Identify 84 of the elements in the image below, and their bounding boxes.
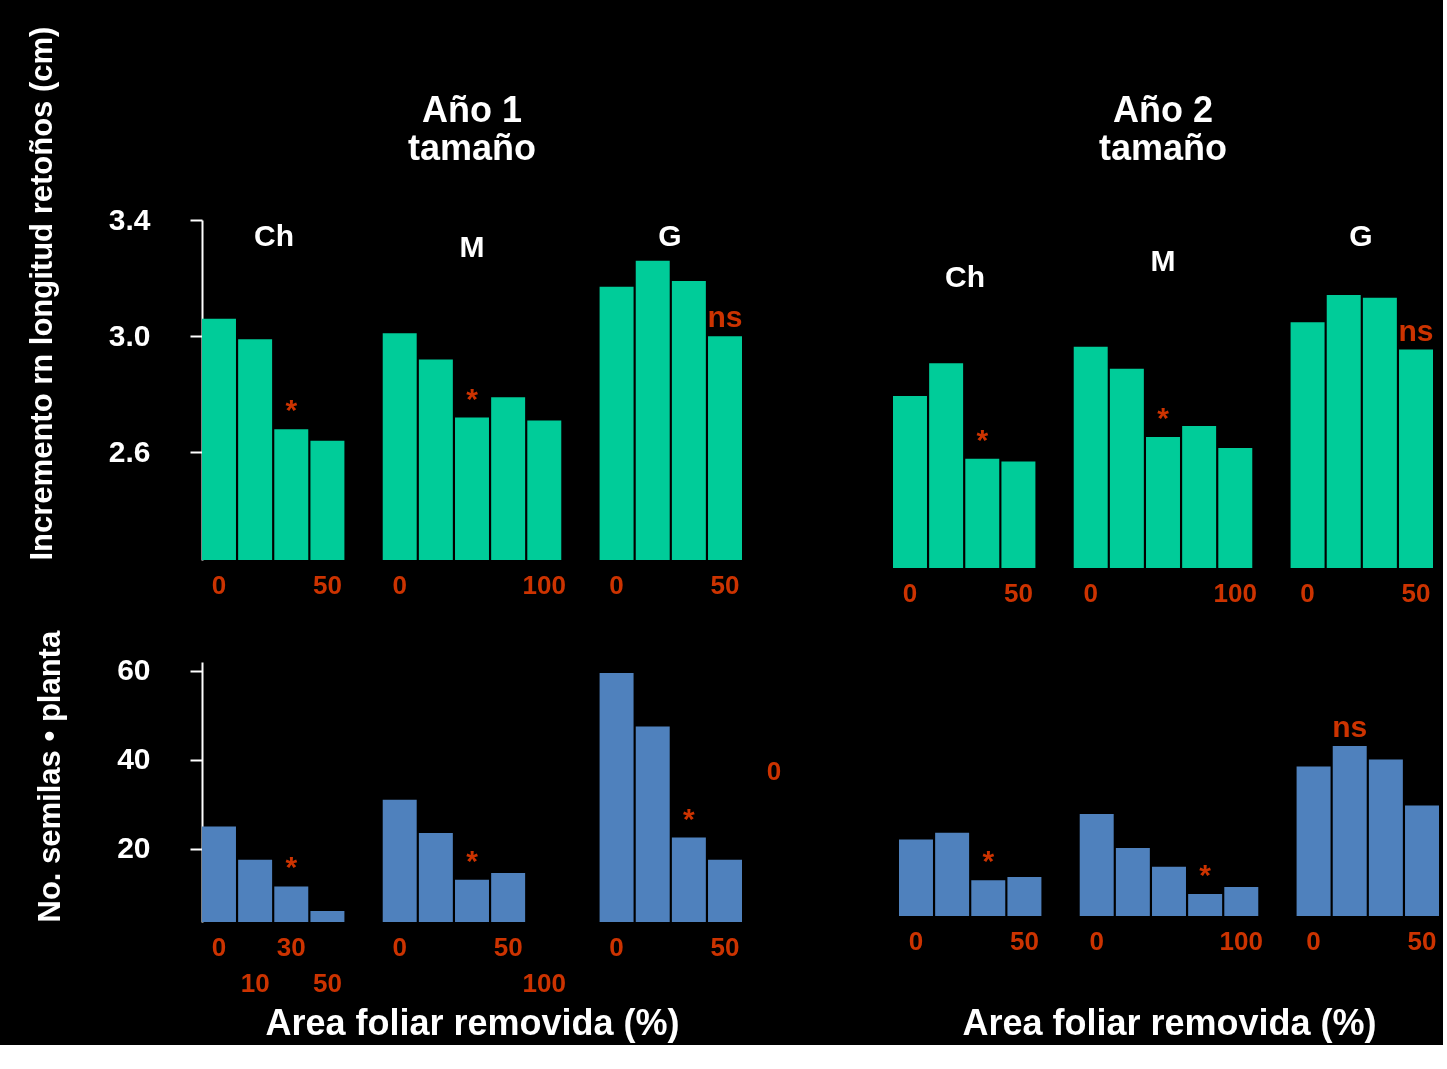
series-label: G bbox=[658, 219, 682, 252]
y-tick-label: 60 bbox=[117, 653, 151, 687]
x-tick-label: 100 bbox=[1213, 577, 1257, 608]
x-tick-label: 0 bbox=[908, 925, 924, 956]
bar bbox=[1079, 814, 1114, 916]
text: Ch bbox=[945, 260, 985, 294]
x-tick-label: 50 bbox=[1009, 925, 1039, 956]
annotation: * bbox=[683, 801, 696, 835]
x-tick-label: 50 bbox=[493, 931, 523, 962]
x-tick-label: 50 bbox=[710, 569, 740, 600]
x-tick-label: 0 bbox=[902, 577, 918, 608]
bar bbox=[893, 396, 927, 568]
series-label: G bbox=[1349, 219, 1373, 252]
annotation: * bbox=[1199, 857, 1212, 891]
bar bbox=[1368, 759, 1403, 916]
bar bbox=[1146, 436, 1180, 568]
annotation: * bbox=[976, 422, 989, 456]
x-tick-label: 0 bbox=[609, 569, 624, 600]
x-tick-label: 50 bbox=[312, 569, 342, 600]
annotation: ns bbox=[707, 300, 743, 334]
bar bbox=[929, 363, 964, 568]
x-tick-label: 50 bbox=[1003, 577, 1033, 608]
x-tick-label: 50 bbox=[710, 931, 740, 962]
annotation: * bbox=[466, 843, 479, 877]
x-tick-label: 100 bbox=[522, 967, 566, 998]
x-axis-title: Area foliar removida (%) bbox=[265, 1001, 680, 1043]
bar bbox=[1224, 887, 1259, 916]
x-tick-label: 30 bbox=[276, 931, 306, 962]
text: 0 bbox=[766, 756, 782, 786]
x-tick-label: 0 bbox=[392, 569, 407, 600]
chart-title: Año 2 tamaño bbox=[1098, 89, 1228, 168]
bar bbox=[1399, 349, 1433, 568]
bar bbox=[1152, 866, 1186, 916]
y-tick-label: 3.4 bbox=[108, 202, 151, 236]
annotation: * bbox=[1157, 400, 1170, 434]
bar bbox=[965, 458, 1000, 568]
bar bbox=[1218, 447, 1253, 568]
bar bbox=[1405, 805, 1439, 916]
x-tick-label: 0 bbox=[1083, 577, 1098, 608]
x-tick-label: 50 bbox=[1401, 577, 1431, 608]
bar bbox=[1007, 876, 1042, 916]
text: M bbox=[459, 230, 485, 264]
x-tick-label: 0 bbox=[211, 931, 227, 962]
x-tick-label: 50 bbox=[1407, 925, 1437, 956]
bar bbox=[1296, 766, 1331, 916]
y-tick-label: 40 bbox=[117, 742, 151, 776]
bar bbox=[1362, 297, 1397, 568]
x-tick-label: 0 bbox=[1306, 925, 1321, 956]
bar bbox=[1182, 426, 1217, 568]
bar bbox=[1073, 346, 1108, 568]
annotation: * bbox=[285, 393, 298, 427]
annotation: ns bbox=[1398, 313, 1434, 347]
x-tick-label: 0 bbox=[1300, 577, 1315, 608]
y-tick-label: 2.6 bbox=[108, 434, 151, 468]
bar bbox=[1188, 893, 1223, 916]
x-tick-label: 0 bbox=[1089, 925, 1104, 956]
x-axis-title: Area foliar removida (%) bbox=[962, 1001, 1377, 1043]
annotation: ns bbox=[1332, 710, 1368, 743]
x-tick-label: 100 bbox=[522, 569, 566, 600]
bar bbox=[899, 839, 933, 916]
x-tick-label: 100 bbox=[1219, 925, 1263, 956]
text: M bbox=[1150, 243, 1176, 277]
text: Ch bbox=[254, 219, 294, 252]
bar bbox=[1001, 461, 1036, 568]
y-tick-label: 3.0 bbox=[108, 318, 151, 352]
annotation: * bbox=[466, 381, 479, 415]
bar bbox=[1290, 322, 1325, 568]
bar bbox=[1326, 295, 1361, 568]
bar bbox=[1332, 746, 1367, 916]
x-tick-label: 10 bbox=[240, 967, 270, 998]
bar bbox=[1109, 368, 1144, 568]
x-tick-label: 0 bbox=[609, 931, 624, 962]
annotation: * bbox=[285, 850, 298, 884]
annotation: * bbox=[982, 844, 995, 878]
x-tick-label: 0 bbox=[392, 931, 407, 962]
bar bbox=[971, 880, 1006, 916]
bar bbox=[1115, 848, 1150, 916]
y-axis-title: No. semilas • planta bbox=[32, 630, 68, 923]
y-axis-title: Incremento rn longitud retoños (cm) bbox=[23, 26, 59, 561]
y-tick-label: 20 bbox=[117, 831, 151, 865]
chart-title: Año 1 tamaño bbox=[407, 89, 537, 168]
x-tick-label: 0 bbox=[211, 569, 227, 600]
x-tick-label: 50 bbox=[312, 967, 342, 998]
bar bbox=[935, 832, 970, 916]
